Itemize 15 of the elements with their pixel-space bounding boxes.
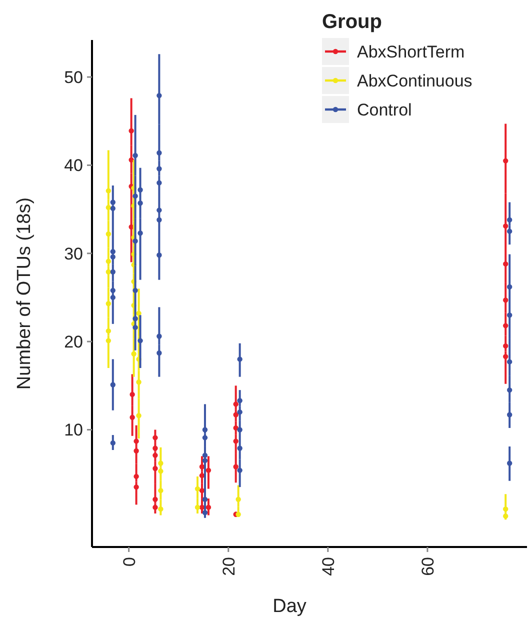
x-tick-label: 0 xyxy=(120,557,139,566)
legend-label: AbxShortTerm xyxy=(357,42,465,62)
y-axis-title: Number of OTUs (18s) xyxy=(14,197,35,390)
y-tick-label: 40 xyxy=(64,156,83,176)
x-tick-label: 40 xyxy=(318,557,338,576)
x-tick-label: 60 xyxy=(418,557,438,576)
legend-label: Control xyxy=(357,100,412,120)
legend-title: Group xyxy=(322,11,382,33)
legend-label: AbxContinuous xyxy=(357,71,472,90)
x-axis-title: Day xyxy=(272,596,307,617)
y-tick-label: 20 xyxy=(64,332,83,352)
y-tick-label: 50 xyxy=(64,68,83,87)
x-tick-label: 20 xyxy=(219,557,238,576)
y-tick-label: 10 xyxy=(64,420,83,440)
y-tick-label: 30 xyxy=(64,244,83,264)
